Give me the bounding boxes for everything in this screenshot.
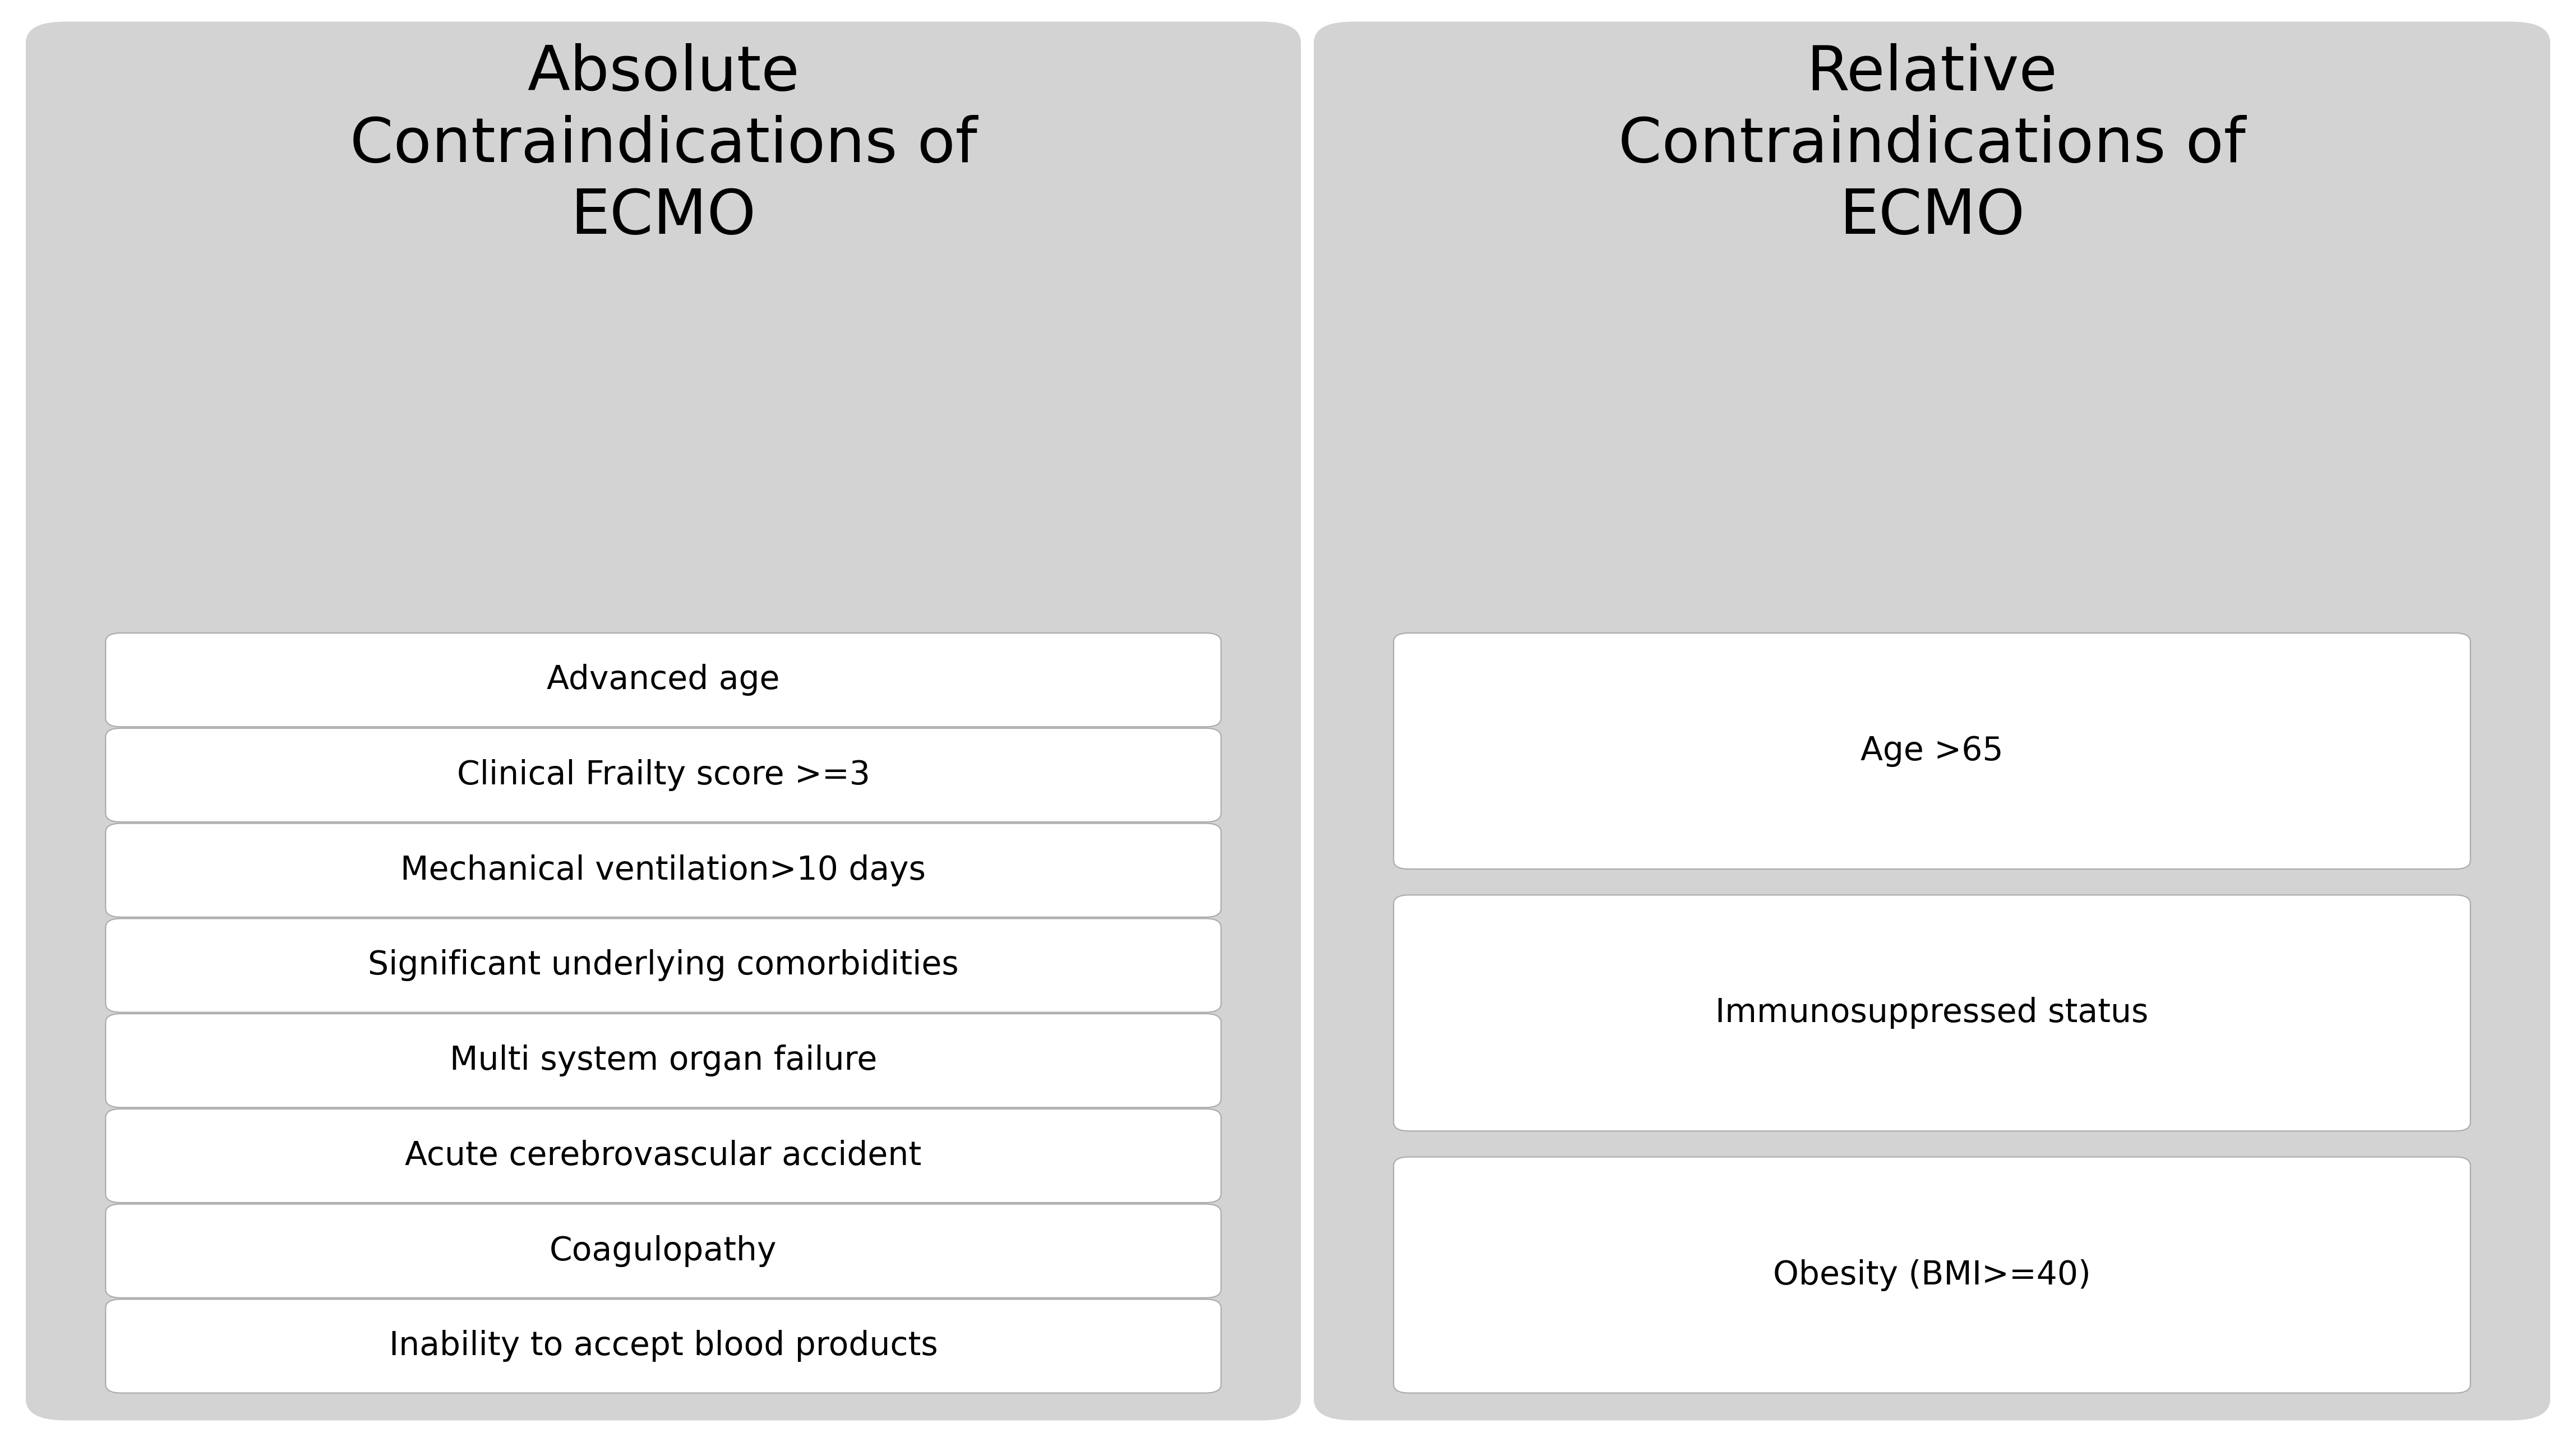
Text: Absolute
Contraindications of
ECMO: Absolute Contraindications of ECMO <box>350 43 976 247</box>
FancyBboxPatch shape <box>106 1109 1221 1203</box>
FancyBboxPatch shape <box>106 1014 1221 1107</box>
FancyBboxPatch shape <box>1394 1156 2470 1393</box>
Text: Relative
Contraindications of
ECMO: Relative Contraindications of ECMO <box>1618 43 2246 247</box>
Text: Clinical Frailty score >=3: Clinical Frailty score >=3 <box>456 758 871 792</box>
FancyBboxPatch shape <box>106 728 1221 822</box>
Text: Immunosuppressed status: Immunosuppressed status <box>1716 996 2148 1030</box>
FancyBboxPatch shape <box>106 633 1221 727</box>
FancyBboxPatch shape <box>1314 22 2550 1420</box>
Text: Mechanical ventilation>10 days: Mechanical ventilation>10 days <box>402 854 925 887</box>
Text: Acute cerebrovascular accident: Acute cerebrovascular accident <box>404 1139 922 1172</box>
FancyBboxPatch shape <box>26 22 1301 1420</box>
Text: Inability to accept blood products: Inability to accept blood products <box>389 1330 938 1363</box>
Text: Advanced age: Advanced age <box>546 663 781 696</box>
FancyBboxPatch shape <box>1394 633 2470 870</box>
FancyBboxPatch shape <box>106 823 1221 917</box>
Text: Coagulopathy: Coagulopathy <box>549 1234 778 1268</box>
Text: Significant underlying comorbidities: Significant underlying comorbidities <box>368 949 958 982</box>
Text: Age >65: Age >65 <box>1860 735 2004 767</box>
FancyBboxPatch shape <box>106 1299 1221 1393</box>
FancyBboxPatch shape <box>106 1204 1221 1298</box>
Text: Multi system organ failure: Multi system organ failure <box>451 1044 876 1077</box>
FancyBboxPatch shape <box>1394 895 2470 1131</box>
Text: Obesity (BMI>=40): Obesity (BMI>=40) <box>1772 1259 2092 1291</box>
FancyBboxPatch shape <box>106 919 1221 1012</box>
